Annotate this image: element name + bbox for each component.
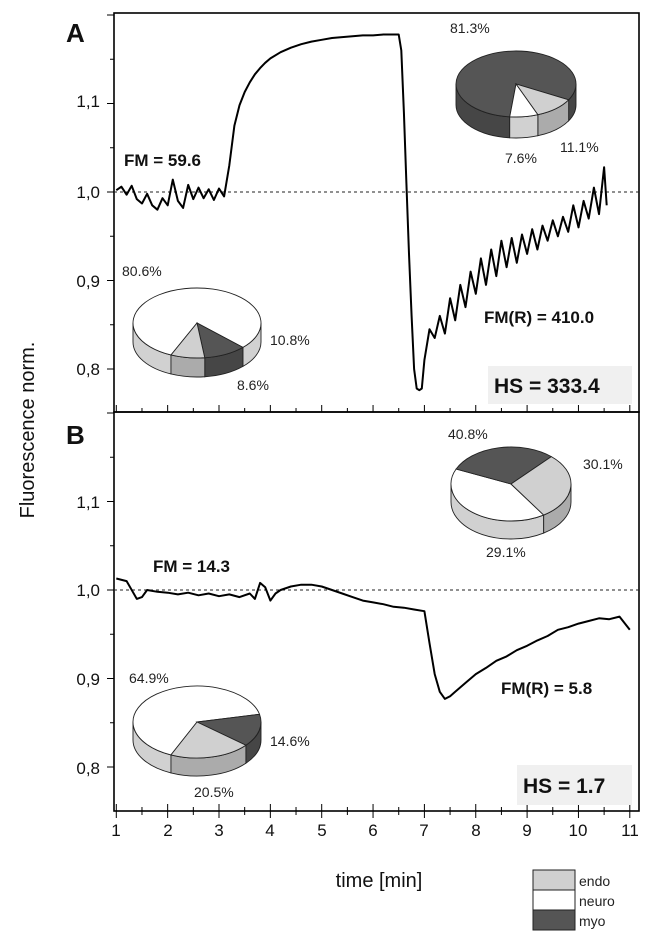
panel-b-ytick: 1,0 xyxy=(76,581,100,600)
pie-slice-myo xyxy=(455,446,553,485)
pie-slice-neuro xyxy=(450,468,545,522)
pie-slice-endo xyxy=(170,321,206,359)
pie-a1-label-endo: 11.1% xyxy=(560,139,599,155)
pie-slice-endo xyxy=(510,456,572,516)
x-tick-label: 10 xyxy=(569,821,588,840)
x-tick-label: 11 xyxy=(621,821,639,840)
x-tick-label: 4 xyxy=(265,821,274,840)
x-tick-label: 7 xyxy=(419,821,428,840)
pie-a2-label-myo: 10.8% xyxy=(270,332,310,348)
legend-label-endo: endo xyxy=(579,873,610,889)
trace-line-a xyxy=(115,33,608,392)
pie-b2-label-myo: 14.6% xyxy=(270,733,310,749)
panel-b-hs-label: HS = 1.7 xyxy=(523,775,605,798)
panel-b-hs-box xyxy=(517,765,632,805)
x-tick-label: 6 xyxy=(368,821,377,840)
panel-b-ytick: 0,8 xyxy=(76,759,100,778)
pie-b2 xyxy=(132,685,262,777)
x-tick-label: 1 xyxy=(111,821,120,840)
panel-b-frame xyxy=(113,411,640,812)
panel-b-fm-label: FM = 14.3 xyxy=(153,557,230,576)
pie-slice-neuro xyxy=(509,82,539,118)
panel-a-ytick: 0,9 xyxy=(76,272,100,291)
panel-a-fmr-label: FM(R) = 410.0 xyxy=(484,308,594,327)
panel-a-fm-label: FM = 59.6 xyxy=(124,151,201,170)
panel-a-ytick: 1,1 xyxy=(76,92,100,111)
legend: endo neuro myo xyxy=(532,869,615,931)
pie-a2-label-neuro: 80.6% xyxy=(122,263,162,279)
pie-a1 xyxy=(455,50,577,139)
x-tick-label: 5 xyxy=(317,821,326,840)
pie-b2-label-endo: 20.5% xyxy=(194,784,234,800)
pie-slice-neuro xyxy=(132,287,262,356)
x-axis-title: time [min] xyxy=(336,870,423,892)
legend-swatch-endo xyxy=(532,869,576,891)
panel-b-ytick: 1,1 xyxy=(76,493,100,512)
panel-b-label: B xyxy=(66,420,85,450)
pie-b1 xyxy=(450,446,572,540)
pie-charts xyxy=(132,50,577,777)
x-tick-label: 9 xyxy=(522,821,531,840)
pie-slice-neuro xyxy=(132,685,261,756)
panel-b-fmr-label: FM(R) = 5.8 xyxy=(501,679,592,698)
panel-a-hs-box xyxy=(488,366,632,404)
panel-a-label: A xyxy=(66,18,85,48)
pie-a2-label-endo: 8.6% xyxy=(237,377,269,393)
pie-b1-label-neuro: 40.8% xyxy=(448,426,488,442)
traces xyxy=(115,33,631,700)
pie-b2-label-neuro: 64.9% xyxy=(129,670,169,686)
legend-swatch-myo xyxy=(532,909,576,931)
legend-label-myo: myo xyxy=(579,913,606,929)
x-tick-label: 2 xyxy=(163,821,172,840)
pie-a1-label-myo: 81.3% xyxy=(450,20,490,36)
pie-b1-label-myo: 30.1% xyxy=(583,456,623,472)
panel-a-hs-label: HS = 333.4 xyxy=(494,375,600,398)
pie-slice-endo xyxy=(170,721,247,759)
pie-slice-myo xyxy=(195,713,262,746)
y-axis-title: Fluorescence norm. xyxy=(17,342,39,519)
pie-b1-label-endo: 29.1% xyxy=(486,544,526,560)
pie-side-neuro xyxy=(509,114,539,139)
x-tick-label: 3 xyxy=(214,821,223,840)
panel-a-ytick: 1,0 xyxy=(76,183,100,202)
axis-ticks xyxy=(107,14,631,818)
panel-a-ytick: 0,8 xyxy=(76,360,100,379)
pie-a1-label-neuro: 7.6% xyxy=(505,150,537,166)
panel-b-ytick: 0,9 xyxy=(76,670,100,689)
pie-a2 xyxy=(132,287,262,378)
x-tick-label: 8 xyxy=(471,821,480,840)
legend-label-neuro: neuro xyxy=(579,893,615,909)
legend-swatch-neuro xyxy=(532,889,576,911)
trace-line-b xyxy=(116,577,631,700)
